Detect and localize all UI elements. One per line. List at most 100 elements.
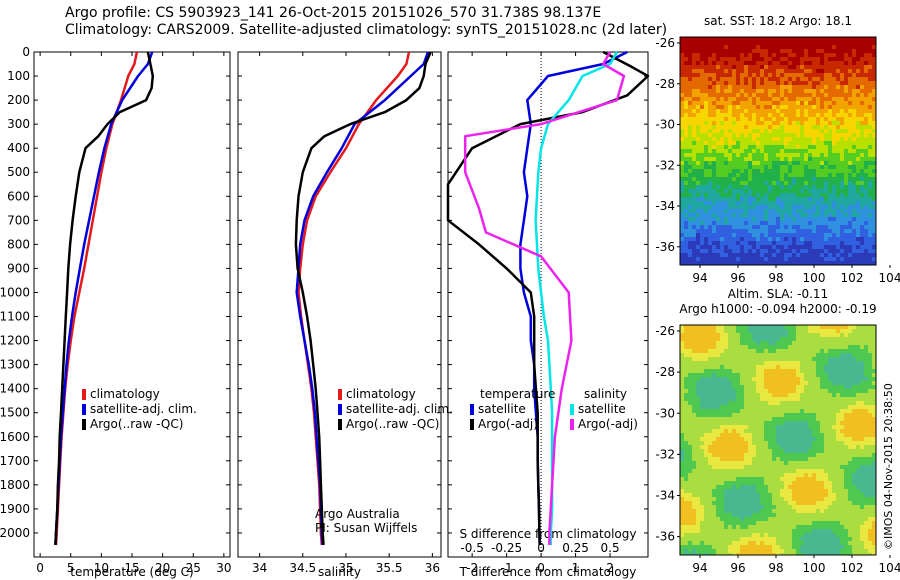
map-cell bbox=[840, 77, 844, 81]
map-cell bbox=[844, 409, 848, 413]
map-cell bbox=[760, 121, 764, 125]
map-cell bbox=[864, 453, 868, 457]
map-cell bbox=[756, 189, 760, 193]
map-cell bbox=[772, 245, 776, 249]
map-cell bbox=[684, 173, 688, 177]
map-cell bbox=[700, 213, 704, 217]
map-cell bbox=[824, 377, 828, 381]
map-cell bbox=[860, 469, 864, 473]
map-cell bbox=[768, 145, 772, 149]
map-cell bbox=[764, 121, 768, 125]
map-cell bbox=[748, 257, 752, 261]
map-cell bbox=[824, 133, 828, 137]
map-cell bbox=[788, 417, 792, 421]
map-cell bbox=[720, 229, 724, 233]
map-cell bbox=[828, 365, 832, 369]
map-cell bbox=[780, 421, 784, 425]
map-cell bbox=[720, 421, 724, 425]
map-cell bbox=[732, 73, 736, 77]
map-cell bbox=[744, 77, 748, 81]
map-cell bbox=[772, 229, 776, 233]
map-cell bbox=[772, 401, 776, 405]
map-cell bbox=[812, 97, 816, 101]
map-cell bbox=[764, 261, 768, 265]
map-cell bbox=[708, 117, 712, 121]
map-cell bbox=[792, 237, 796, 241]
map-cell bbox=[696, 405, 700, 409]
map-cell bbox=[720, 205, 724, 209]
map-cell bbox=[756, 53, 760, 57]
map-sst-ytick-label: -28 bbox=[655, 77, 675, 91]
map-cell bbox=[828, 117, 832, 121]
map-cell bbox=[728, 381, 732, 385]
map-cell bbox=[784, 181, 788, 185]
map-cell bbox=[720, 65, 724, 69]
map-cell bbox=[704, 133, 708, 137]
map-cell bbox=[836, 477, 840, 481]
map-cell bbox=[804, 325, 808, 329]
map-cell bbox=[872, 53, 876, 57]
map-cell bbox=[812, 181, 816, 185]
map-cell bbox=[696, 153, 700, 157]
map-cell bbox=[784, 41, 788, 45]
map-cell bbox=[800, 473, 804, 477]
map-cell bbox=[748, 57, 752, 61]
map-cell bbox=[780, 261, 784, 265]
map-cell bbox=[752, 437, 756, 441]
map-cell bbox=[836, 101, 840, 105]
map-cell bbox=[760, 81, 764, 85]
map-cell bbox=[740, 449, 744, 453]
map-cell bbox=[856, 77, 860, 81]
map-cell bbox=[704, 177, 708, 181]
map-cell bbox=[724, 429, 728, 433]
map-cell bbox=[824, 229, 828, 233]
map-cell bbox=[780, 225, 784, 229]
map-cell bbox=[852, 217, 856, 221]
map-cell bbox=[864, 373, 868, 377]
map-cell bbox=[744, 369, 748, 373]
map-cell bbox=[844, 117, 848, 121]
map-cell bbox=[756, 253, 760, 257]
map-cell bbox=[684, 325, 688, 329]
map-cell bbox=[732, 97, 736, 101]
map-cell bbox=[732, 145, 736, 149]
map-cell bbox=[856, 381, 860, 385]
map-cell bbox=[752, 137, 756, 141]
map-cell bbox=[792, 337, 796, 341]
map-cell bbox=[864, 121, 868, 125]
map-cell bbox=[684, 209, 688, 213]
map-cell bbox=[812, 341, 816, 345]
map-cell bbox=[864, 397, 868, 401]
map-cell bbox=[864, 401, 868, 405]
map-cell bbox=[772, 477, 776, 481]
map-cell bbox=[788, 445, 792, 449]
map-cell bbox=[792, 105, 796, 109]
map-cell bbox=[840, 181, 844, 185]
map-cell bbox=[752, 77, 756, 81]
map-cell bbox=[812, 229, 816, 233]
map-cell bbox=[840, 341, 844, 345]
map-cell bbox=[844, 337, 848, 341]
map-cell bbox=[872, 209, 876, 213]
map-cell bbox=[684, 77, 688, 81]
map-cell bbox=[792, 385, 796, 389]
map-cell bbox=[728, 393, 732, 397]
depth-tick-label: 1400 bbox=[0, 382, 30, 396]
map-cell bbox=[704, 241, 708, 245]
map-cell bbox=[872, 421, 876, 425]
map-cell bbox=[744, 53, 748, 57]
map-cell bbox=[812, 185, 816, 189]
map-cell bbox=[760, 401, 764, 405]
map-cell bbox=[704, 457, 708, 461]
map-cell bbox=[864, 381, 868, 385]
map-cell bbox=[824, 325, 828, 329]
map-cell bbox=[700, 37, 704, 41]
map-cell bbox=[720, 221, 724, 225]
map-cell bbox=[756, 357, 760, 361]
map-cell bbox=[800, 213, 804, 217]
map-cell bbox=[760, 89, 764, 93]
map-cell bbox=[716, 129, 720, 133]
map-cell bbox=[744, 57, 748, 61]
map-cell bbox=[752, 89, 756, 93]
map-cell bbox=[732, 381, 736, 385]
